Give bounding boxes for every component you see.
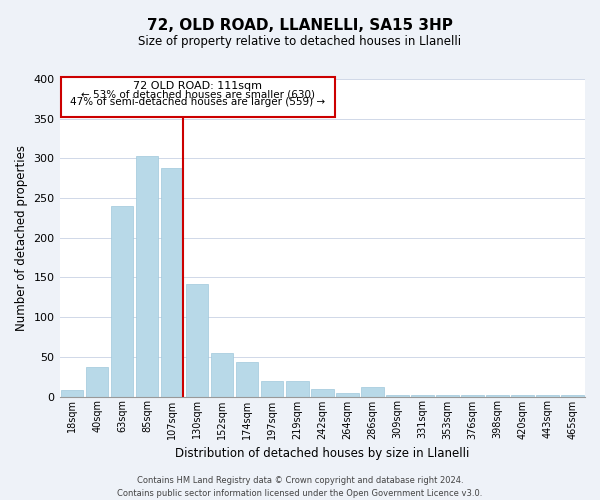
Bar bbox=[536, 395, 559, 396]
Bar bbox=[61, 390, 83, 396]
Bar bbox=[361, 387, 383, 396]
Bar bbox=[336, 392, 359, 396]
Bar bbox=[161, 168, 184, 396]
X-axis label: Distribution of detached houses by size in Llanelli: Distribution of detached houses by size … bbox=[175, 447, 469, 460]
Bar bbox=[411, 395, 434, 396]
Bar bbox=[286, 380, 308, 396]
Text: Contains HM Land Registry data © Crown copyright and database right 2024.
Contai: Contains HM Land Registry data © Crown c… bbox=[118, 476, 482, 498]
Bar bbox=[561, 395, 584, 396]
Text: 72 OLD ROAD: 111sqm: 72 OLD ROAD: 111sqm bbox=[133, 82, 262, 92]
Text: 47% of semi-detached houses are larger (559) →: 47% of semi-detached houses are larger (… bbox=[70, 98, 325, 108]
Bar bbox=[111, 206, 133, 396]
Bar bbox=[511, 395, 534, 396]
Bar bbox=[211, 353, 233, 397]
Bar bbox=[186, 284, 208, 397]
Bar bbox=[261, 380, 283, 396]
Text: Size of property relative to detached houses in Llanelli: Size of property relative to detached ho… bbox=[139, 35, 461, 48]
Bar bbox=[486, 395, 509, 396]
Bar bbox=[386, 395, 409, 396]
Y-axis label: Number of detached properties: Number of detached properties bbox=[15, 145, 28, 331]
Text: ← 53% of detached houses are smaller (630): ← 53% of detached houses are smaller (63… bbox=[81, 90, 315, 100]
Bar bbox=[436, 395, 458, 396]
Bar bbox=[86, 367, 109, 396]
Bar bbox=[311, 388, 334, 396]
Bar bbox=[236, 362, 259, 396]
FancyBboxPatch shape bbox=[61, 78, 335, 117]
Text: 72, OLD ROAD, LLANELLI, SA15 3HP: 72, OLD ROAD, LLANELLI, SA15 3HP bbox=[147, 18, 453, 32]
Bar bbox=[136, 156, 158, 396]
Bar bbox=[461, 395, 484, 396]
